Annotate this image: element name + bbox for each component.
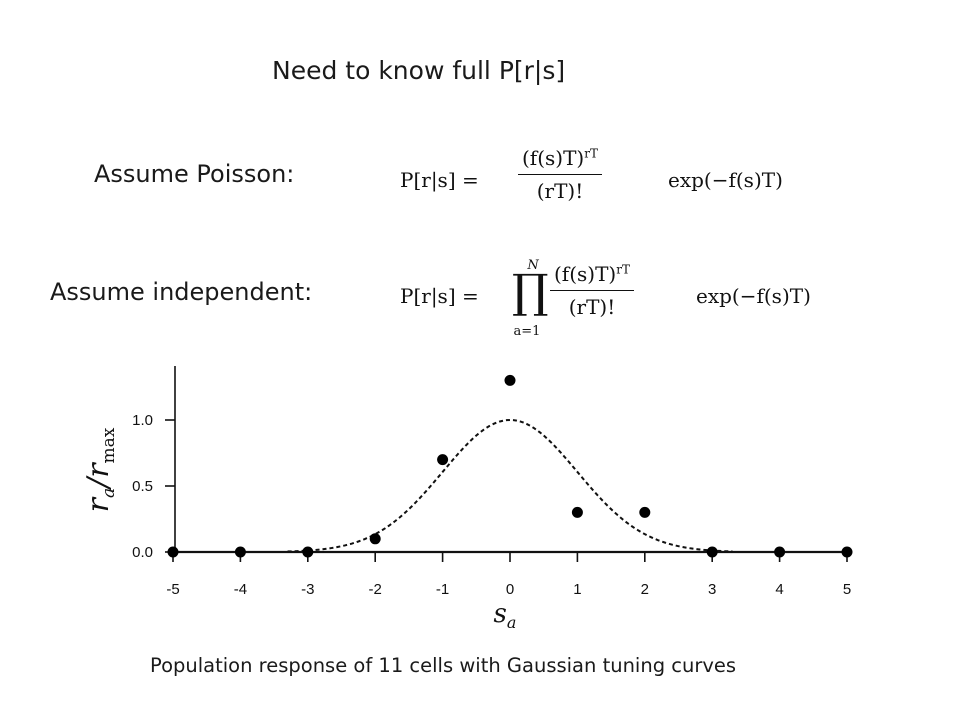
y-tick-label: 0.5 [132, 478, 153, 495]
chart-axes [165, 366, 848, 562]
slide-title: Need to know full P[r|s] [272, 56, 565, 85]
tuning-curve-layer [287, 418, 733, 553]
x-tick-label: -1 [436, 581, 449, 598]
y-tick-label: 1.0 [132, 412, 153, 429]
x-tick-label: 4 [775, 581, 783, 598]
independence-exp-term: exp(−f(s)T) [696, 284, 811, 308]
y-tick-label: 0.0 [132, 544, 153, 561]
data-point [437, 454, 449, 466]
data-point [571, 506, 583, 518]
data-point [167, 546, 179, 558]
poisson-exp-term: exp(−f(s)T) [668, 168, 783, 192]
poisson-equation-lhs: P[r|s] = [400, 168, 479, 192]
slide-title-text: Need to know full P[r|s] [272, 56, 566, 85]
x-axis-label: sa [494, 599, 517, 632]
axis-labels-layer: 0.0 0.5 1.0 -5 -4 -3 -2 -1 0 1 2 3 4 5 ra/rmax sa [81, 412, 851, 632]
data-point [369, 533, 381, 545]
poisson-assumption-label: Assume Poisson: [94, 160, 295, 188]
data-point [302, 546, 314, 558]
independence-fraction: (f(s)T)rT (rT)! [550, 262, 634, 319]
poisson-denominator: (rT)! [536, 179, 584, 203]
x-tick-label: 0 [506, 581, 514, 598]
data-point [706, 546, 718, 558]
independence-numerator: (f(s)T) [554, 262, 617, 286]
data-point [774, 546, 786, 558]
x-tick-label: 5 [843, 581, 851, 598]
x-tick-label: 2 [641, 581, 649, 598]
x-tick-label: -3 [301, 581, 314, 598]
x-tick-label: -2 [369, 581, 382, 598]
product-symbol: ∏ [512, 264, 549, 318]
y-axis-label: ra/rmax [81, 427, 119, 512]
independence-equation-lhs: P[r|s] = [400, 284, 479, 308]
data-point [841, 546, 853, 558]
independence-equation: P[r|s] = N ∏ a=1 (f(s)T)rT (rT)! exp(−f(… [400, 256, 870, 346]
x-tick-label: 3 [708, 581, 716, 598]
chart-caption: Population response of 11 cells with Gau… [150, 654, 737, 677]
product-lower-limit: a=1 [513, 324, 541, 339]
data-point [504, 374, 516, 386]
x-tick-label: -4 [234, 581, 247, 598]
product-upper-limit: N [527, 258, 539, 273]
poisson-fraction: (f(s)T)rT (rT)! [518, 146, 602, 203]
independence-assumption-label: Assume independent: [50, 278, 313, 306]
data-point [234, 546, 246, 558]
data-points-layer [167, 374, 853, 558]
poisson-numerator: (f(s)T) [522, 146, 585, 170]
data-point [639, 506, 651, 518]
independence-denominator: (rT)! [568, 295, 616, 319]
gaussian-tuning-curve [287, 418, 733, 553]
x-tick-label: 1 [573, 581, 581, 598]
x-tick-label: -5 [166, 581, 179, 598]
poisson-equation: P[r|s] = (f(s)T)rT (rT)! exp(−f(s)T) [400, 146, 840, 216]
